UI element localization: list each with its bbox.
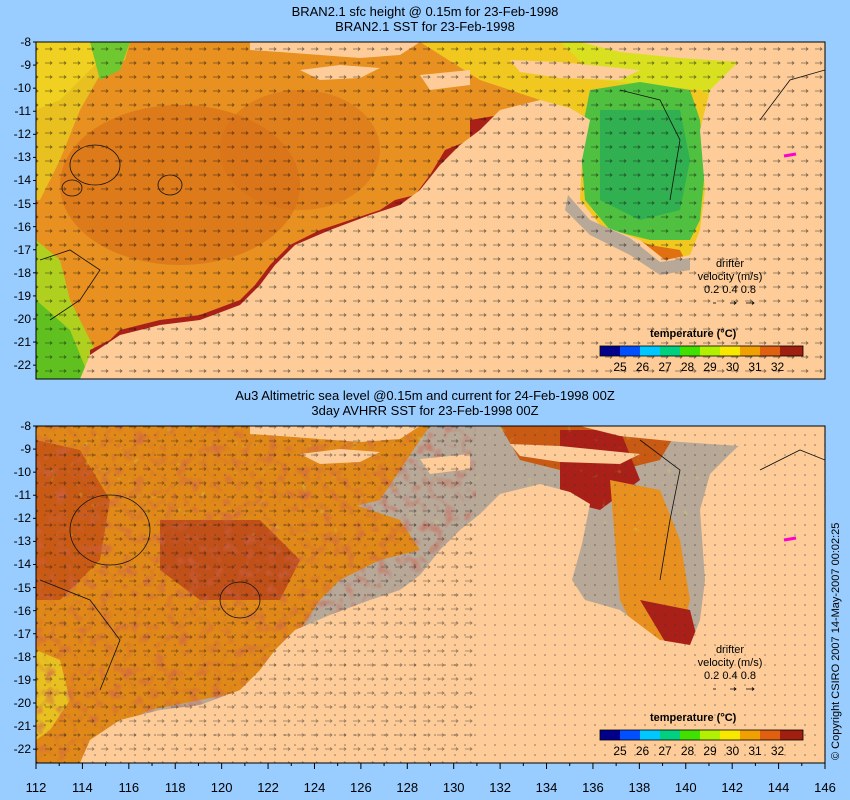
bottom-drifter-label: drifter velocity (m/s) 0.2 0.4 0.8: [685, 644, 775, 683]
panel_bottom-legend-label: 32: [770, 744, 785, 758]
copyright-notice: © Copyright CSIRO 2007 14-May-2007 00:02…: [830, 522, 842, 760]
lon-tick-label: 114: [72, 780, 93, 795]
bottom-lat-tick-label: -12: [13, 511, 31, 526]
top-legend-title: temperature (°C): [650, 328, 737, 340]
top-drifter-line3: 0.2 0.4 0.8: [704, 284, 756, 296]
panel_bottom-legend-label: 31: [748, 744, 762, 758]
panel_top-legend-label: 30: [725, 360, 740, 374]
lon-tick-label: 118: [164, 780, 186, 795]
lon-tick-label: 142: [721, 780, 744, 795]
panel_top-legend-label: 29: [703, 360, 717, 374]
top-title-line1: BRAN2.1 sfc height @ 0.15m for 23-Feb-19…: [291, 4, 559, 19]
bottom-lat-tick-label: -19: [13, 672, 31, 687]
bottom-lat-tick-label: -21: [13, 719, 31, 734]
panel_bottom-legend-label: 27: [658, 744, 672, 758]
top-lat-tick-label: -8: [20, 35, 31, 49]
bottom-lat-tick-label: -13: [13, 534, 31, 549]
lon-tick-label: 146: [814, 780, 836, 795]
top-map-panel: [36, 42, 825, 379]
lon-tick-label: 116: [118, 780, 140, 795]
top-lat-tick-label: -15: [13, 196, 31, 211]
top-title-line2: BRAN2.1 SST for 23-Feb-1998: [335, 19, 515, 34]
bottom-map-panel: [36, 426, 825, 763]
bottom-drifter-scale-arrows: [713, 687, 755, 691]
lon-tick-label: 140: [674, 780, 697, 795]
bottom-lat-tick-label: -22: [13, 742, 31, 757]
bottom-lat-tick-label: -10: [13, 465, 31, 480]
bottom-lat-tick-label: -16: [13, 603, 31, 618]
top-lat-tick-label: -18: [13, 265, 31, 280]
bottom-title-line1: Au3 Altimetric sea level @0.15m and curr…: [235, 388, 615, 403]
bottom-title-line2: 3day AVHRR SST for 23-Feb-1998 00Z: [311, 403, 539, 418]
lon-tick-label: 138: [628, 780, 651, 795]
bottom-legend-title: temperature (°C): [650, 712, 737, 724]
top-drifter-scale-arrows: [713, 301, 755, 305]
top-lat-tick-label: -20: [13, 311, 31, 326]
top-lat-tick-label: -16: [13, 219, 31, 234]
bottom-lat-tick-label: -17: [13, 626, 31, 641]
bottom-drifter-line3: 0.2 0.4 0.8: [704, 670, 756, 682]
lon-tick-label: 120: [210, 780, 233, 795]
panel_bottom-legend-label: 29: [703, 744, 717, 758]
top-drifter-line1: drifter: [715, 258, 745, 270]
panel_top-legend-label: 31: [748, 360, 762, 374]
top-legend-colorbar: [599, 345, 804, 357]
bottom-drifter-line2: velocity (m/s): [697, 657, 763, 669]
panel_bottom-legend-label: 26: [635, 744, 650, 758]
top-lat-tick-label: -14: [13, 173, 31, 188]
lon-tick-label: 112: [25, 780, 47, 795]
top-drifter-label: drifter velocity (m/s) 0.2 0.4 0.8: [685, 258, 775, 297]
lon-tick-label: 130: [442, 780, 465, 795]
panel_top-legend-label: 28: [680, 360, 695, 374]
top-map-frame: [35, 41, 826, 380]
bottom-lat-tick-label: -11: [14, 488, 31, 503]
lon-tick-label: 124: [303, 780, 326, 795]
top-lat-tick-label: -10: [13, 81, 31, 96]
top-lat-tick-label: -17: [13, 242, 31, 257]
panel_top-legend-label: 32: [770, 360, 785, 374]
top-lat-tick-label: -19: [13, 288, 31, 303]
lon-tick-label: 132: [489, 780, 511, 795]
bottom-lat-tick-label: -8: [20, 419, 31, 433]
panel_top-legend-label: 26: [635, 360, 650, 374]
top-lat-tick-label: -9: [20, 58, 31, 73]
lon-tick-label: 136: [582, 780, 604, 795]
panel_bottom-legend-label: 30: [725, 744, 740, 758]
bottom-lat-tick-label: -14: [13, 557, 31, 572]
bottom-lat-tick-label: -20: [13, 695, 31, 710]
lon-tick-label: 134: [535, 780, 558, 795]
panel_top-legend-label: 27: [658, 360, 672, 374]
bottom-legend-colorbar: [599, 729, 804, 741]
panel_top-legend-label: 25: [613, 360, 627, 374]
bottom-drifter-line1: drifter: [715, 644, 745, 656]
top-lat-tick-label: -12: [13, 127, 31, 142]
panel_bottom-legend-label: 28: [680, 744, 695, 758]
lon-tick-label: 144: [767, 780, 790, 795]
bottom-lat-tick-label: -9: [20, 442, 31, 457]
panel_bottom-legend-label: 25: [613, 744, 627, 758]
bottom-lat-tick-label: -18: [13, 649, 31, 664]
bottom-lat-tick-label: -15: [13, 580, 31, 595]
top-drifter-line2: velocity (m/s): [697, 271, 763, 283]
top-lat-tick-label: -21: [13, 335, 31, 350]
top-lat-tick-label: -11: [14, 104, 31, 119]
lon-tick-label: 122: [257, 780, 279, 795]
top-lat-tick-label: -22: [13, 358, 31, 373]
top-lat-tick-label: -13: [13, 150, 31, 165]
lon-tick-label: 126: [350, 780, 372, 795]
lon-tick-label: 128: [396, 780, 419, 795]
